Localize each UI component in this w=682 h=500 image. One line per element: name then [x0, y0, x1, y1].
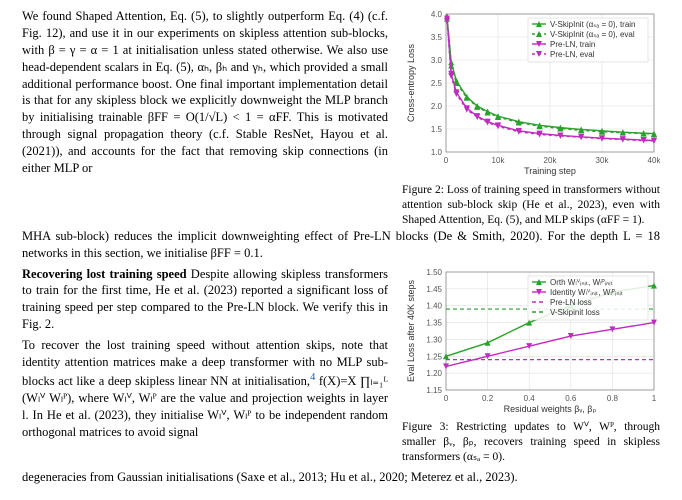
svg-text:1.45: 1.45	[426, 284, 442, 293]
svg-text:Identity Wₗⱽᵢₙᵢₜ, Wₗᴾᵢₙᵢₜ: Identity Wₗⱽᵢₙᵢₜ, Wₗᴾᵢₙᵢₜ	[550, 288, 623, 297]
svg-text:0: 0	[444, 156, 449, 165]
svg-text:1.20: 1.20	[426, 369, 442, 378]
svg-text:1.0: 1.0	[431, 148, 443, 157]
svg-text:10k: 10k	[492, 156, 506, 165]
body-para-3-tail: degeneracies from Gaussian initialisatio…	[22, 469, 660, 486]
svg-text:Pre-LN, eval: Pre-LN, eval	[550, 50, 595, 59]
figure-2: 1.0 1.5 2.0 2.5 3.0 3.5 4.0 0 10k 20k 30k 40k V-Skip…	[402, 8, 660, 228]
body-para-1b: MHA sub-block) reduces the implicit down…	[22, 228, 660, 262]
svg-text:Training step: Training step	[524, 166, 576, 176]
body-para-1: We found Shaped Attention, Eq. (5), to s…	[22, 8, 388, 177]
svg-text:1.15: 1.15	[426, 386, 442, 395]
svg-text:V-SkipInit (αₛₐ = 0), train: V-SkipInit (αₛₐ = 0), train	[550, 20, 636, 29]
svg-text:2.0: 2.0	[431, 102, 443, 111]
svg-text:2.5: 2.5	[431, 79, 443, 88]
svg-text:Pre-LN loss: Pre-LN loss	[550, 298, 592, 307]
svg-text:20k: 20k	[544, 156, 558, 165]
svg-text:0: 0	[444, 394, 449, 403]
svg-text:30k: 30k	[596, 156, 610, 165]
svg-text:Eval Loss after 40K steps: Eval Loss after 40K steps	[406, 279, 416, 382]
svg-text:1.30: 1.30	[426, 335, 442, 344]
figure-3-caption-lead: Figure 3:	[402, 421, 449, 433]
svg-text:1.35: 1.35	[426, 318, 442, 327]
svg-text:1.25: 1.25	[426, 352, 442, 361]
svg-text:40k: 40k	[648, 156, 660, 165]
svg-text:1.50: 1.50	[426, 268, 442, 277]
figure-3: 1.15 1.20 1.25 1.30 1.35 1.40 1.45 1.50 0 0.2 0.4 0…	[402, 266, 660, 466]
svg-text:1: 1	[652, 394, 657, 403]
figure-3-chart: 1.15 1.20 1.25 1.30 1.35 1.40 1.45 1.50 0 0.2 0.4 0…	[402, 266, 660, 416]
svg-text:Pre-LN, train: Pre-LN, train	[550, 40, 595, 49]
svg-text:3.5: 3.5	[431, 33, 443, 42]
para-2-title: Recovering lost training speed	[22, 267, 187, 281]
svg-text:4.0: 4.0	[431, 10, 443, 19]
svg-text:0.6: 0.6	[565, 394, 577, 403]
svg-text:V-SkipInit (αₛₐ = 0), eval: V-SkipInit (αₛₐ = 0), eval	[550, 30, 635, 39]
figure-2-caption-lead: Figure 2:	[402, 184, 444, 196]
figure-2-chart: 1.0 1.5 2.0 2.5 3.0 3.5 4.0 0 10k 20k 30k 40k V-Skip…	[402, 8, 660, 178]
svg-text:0.2: 0.2	[482, 394, 494, 403]
svg-text:3.0: 3.0	[431, 56, 443, 65]
svg-text:Orth Wₗⱽᵢₙᵢₜ, Wₗᴾᵢₙᵢₜ: Orth Wₗⱽᵢₙᵢₜ, Wₗᴾᵢₙᵢₜ	[550, 278, 613, 287]
svg-text:Residual weights βᵥ, βₚ: Residual weights βᵥ, βₚ	[504, 404, 597, 414]
svg-text:0.4: 0.4	[524, 394, 536, 403]
svg-text:0.8: 0.8	[607, 394, 619, 403]
svg-text:1.40: 1.40	[426, 301, 442, 310]
svg-text:1.5: 1.5	[431, 125, 443, 134]
svg-text:Cross-entropy Loss: Cross-entropy Loss	[406, 43, 416, 122]
svg-text:V-Skipinit loss: V-Skipinit loss	[550, 308, 600, 317]
